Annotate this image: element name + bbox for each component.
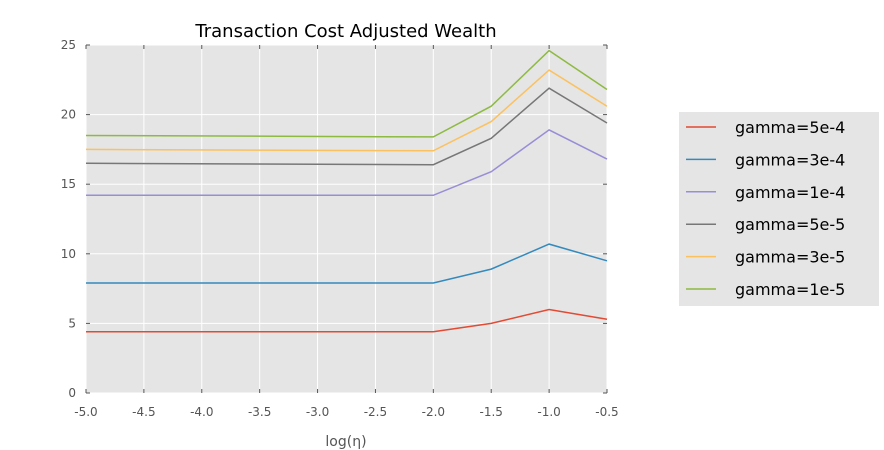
legend-label: gamma=3e-4 (735, 150, 845, 169)
series-line-gamma=3e-4 (86, 243, 608, 284)
y-tick-label: 0 (68, 386, 76, 400)
y-tick-label: 20 (61, 108, 76, 122)
series-layer (85, 49, 608, 333)
x-tick-label: -2.0 (422, 405, 445, 419)
series-line-gamma=5e-4 (86, 308, 608, 333)
x-tick-label: -0.5 (595, 405, 618, 419)
y-axis-ticks: 0 5 10 15 20 25 (61, 38, 607, 400)
y-tick-label: 5 (68, 316, 76, 330)
series-line-gamma=1e-4 (86, 129, 608, 197)
x-axis-label: log(η) (325, 434, 366, 450)
x-tick-label: -1.5 (480, 405, 503, 419)
chart-title: Transaction Cost Adjusted Wealth (194, 21, 496, 42)
legend-label: gamma=1e-5 (735, 280, 845, 299)
x-tick-label: -1.0 (537, 405, 560, 419)
series-line-gamma=5e-5 (85, 87, 608, 166)
x-tick-label: -5.0 (74, 405, 97, 419)
plot-area (86, 45, 607, 393)
x-axis-ticks: -5.0 -4.5 -4.0 -3.5 -3.0 -2.5 -2.0 -1.5 -1.0 -0.5 (74, 45, 619, 419)
legend: gamma=5e-4 gamma=3e-4 gamma=1e-4 gamma=5e-5… (679, 112, 879, 306)
legend-label: gamma=1e-4 (735, 183, 845, 202)
series-line-gamma=1e-5 (85, 49, 608, 138)
y-tick-label: 15 (61, 177, 76, 191)
series-line-gamma=3e-5 (85, 69, 608, 152)
grid-lines (85, 44, 608, 394)
x-tick-label: -4.0 (190, 405, 213, 419)
y-tick-label: 10 (61, 247, 76, 261)
x-tick-label: -3.5 (248, 405, 271, 419)
legend-label: gamma=3e-5 (735, 248, 845, 267)
x-tick-label: -2.5 (364, 405, 387, 419)
legend-box (679, 112, 879, 306)
legend-label: gamma=5e-5 (735, 215, 845, 234)
x-tick-label: -4.5 (132, 405, 155, 419)
x-tick-label: -3.0 (306, 405, 329, 419)
y-tick-label: 25 (61, 38, 76, 52)
legend-label: gamma=5e-4 (735, 118, 845, 137)
